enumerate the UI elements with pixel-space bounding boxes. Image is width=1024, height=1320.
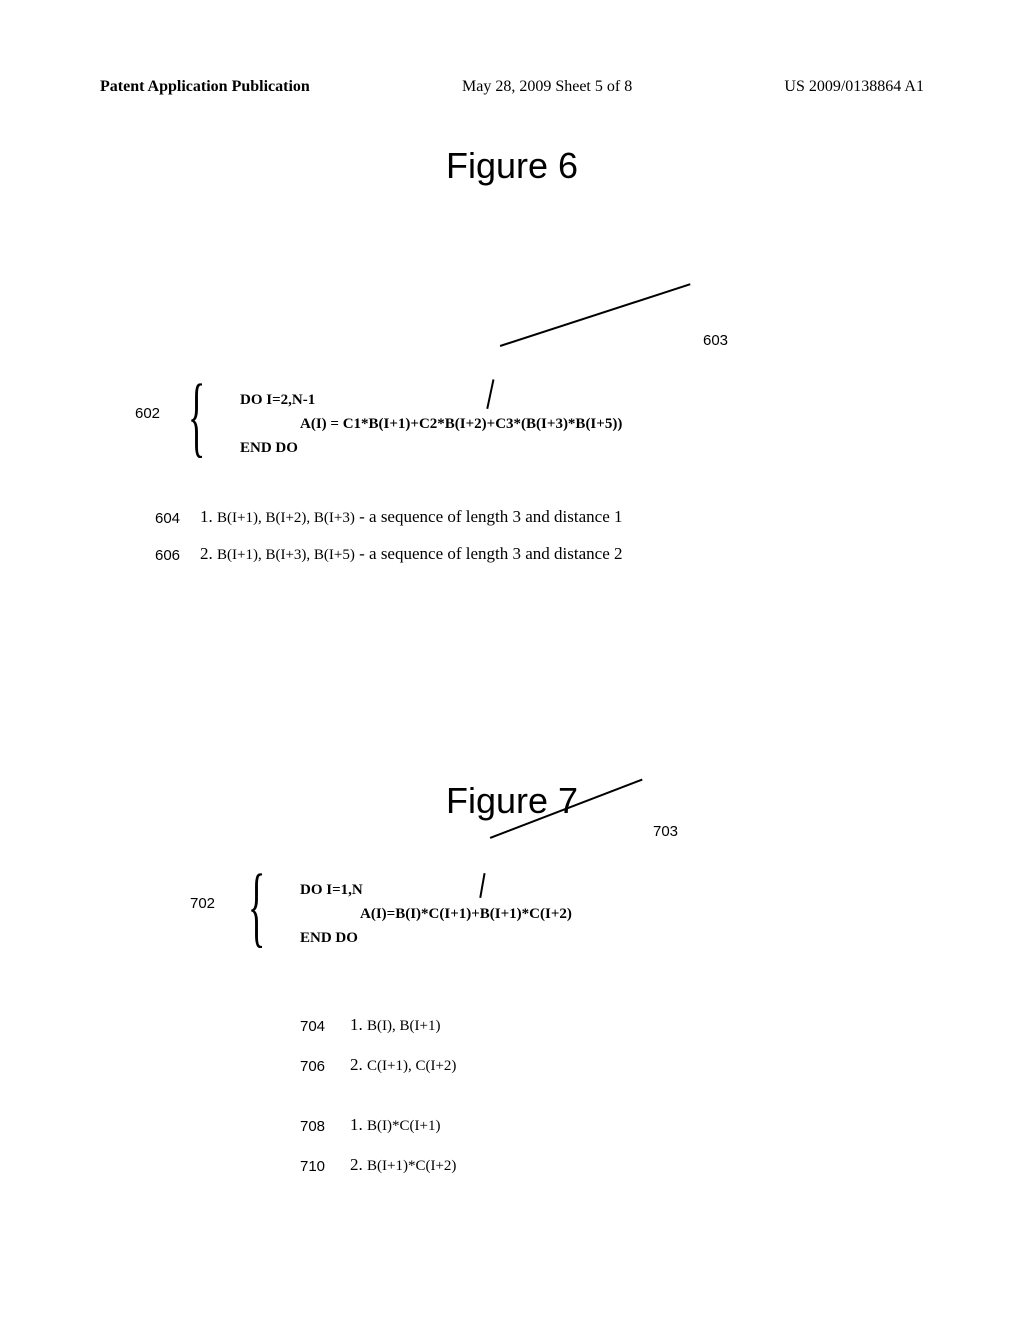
brace-fig6: { — [188, 365, 205, 468]
item3-text: B(I)*C(I+1) — [367, 1118, 440, 1134]
ref-604: 604 — [155, 510, 180, 527]
seq2-items: B(I+1), B(I+3), B(I+5) — [217, 547, 355, 563]
brace-fig7: { — [248, 855, 265, 958]
seq2-num: 2. — [200, 544, 213, 563]
header-left: Patent Application Publication — [100, 78, 310, 96]
ref-602: 602 — [135, 405, 160, 422]
fig6-seq2: 2. B(I+1), B(I+3), B(I+5) - a sequence o… — [200, 544, 623, 564]
fig7-item1: 1. B(I), B(I+1) — [350, 1015, 440, 1035]
fig7-item4: 2. B(I+1)*C(I+2) — [350, 1155, 456, 1175]
item2-num: 2. — [350, 1055, 363, 1074]
header-right: US 2009/0138864 A1 — [784, 78, 924, 96]
fig6-code-line2: A(I) = C1*B(I+1)+C2*B(I+2)+C3*(B(I+3)*B(… — [240, 412, 622, 436]
seq1-num: 1. — [200, 507, 213, 526]
fig6-code-line1: DO I=2,N-1 — [240, 388, 622, 412]
ref-706: 706 — [300, 1058, 325, 1075]
fig7-code-line3: END DO — [300, 926, 572, 950]
item2-text: C(I+1), C(I+2) — [367, 1058, 456, 1074]
figure7-title: Figure 7 — [0, 780, 1024, 822]
fig6-seq1: 1. B(I+1), B(I+2), B(I+3) - a sequence o… — [200, 507, 623, 527]
ref-702: 702 — [190, 895, 215, 912]
ref-606: 606 — [155, 547, 180, 564]
figure6-title: Figure 6 — [0, 145, 1024, 187]
item1-text: B(I), B(I+1) — [367, 1018, 440, 1034]
ref-603: 603 — [703, 332, 728, 349]
fig7-code: DO I=1,N A(I)=B(I)*C(I+1)+B(I+1)*C(I+2) … — [300, 878, 572, 950]
ref-704: 704 — [300, 1018, 325, 1035]
arrow-603 — [500, 283, 691, 346]
item4-text: B(I+1)*C(I+2) — [367, 1158, 456, 1174]
ref-710: 710 — [300, 1158, 325, 1175]
page-header: Patent Application Publication May 28, 2… — [100, 78, 924, 96]
fig7-code-line1: DO I=1,N — [300, 878, 572, 902]
fig7-item2: 2. C(I+1), C(I+2) — [350, 1055, 456, 1075]
seq2-desc: - a sequence of length 3 and distance 2 — [359, 544, 622, 563]
fig7-code-line2: A(I)=B(I)*C(I+1)+B(I+1)*C(I+2) — [300, 902, 572, 926]
ref-708: 708 — [300, 1118, 325, 1135]
item1-num: 1. — [350, 1015, 363, 1034]
item3-num: 1. — [350, 1115, 363, 1134]
item4-num: 2. — [350, 1155, 363, 1174]
fig7-item3: 1. B(I)*C(I+1) — [350, 1115, 440, 1135]
ref-703: 703 — [653, 823, 678, 840]
seq1-items: B(I+1), B(I+2), B(I+3) — [217, 510, 355, 526]
fig6-code-line3: END DO — [240, 436, 622, 460]
header-center: May 28, 2009 Sheet 5 of 8 — [462, 78, 632, 96]
fig6-code: DO I=2,N-1 A(I) = C1*B(I+1)+C2*B(I+2)+C3… — [240, 388, 622, 460]
seq1-desc: - a sequence of length 3 and distance 1 — [359, 507, 622, 526]
